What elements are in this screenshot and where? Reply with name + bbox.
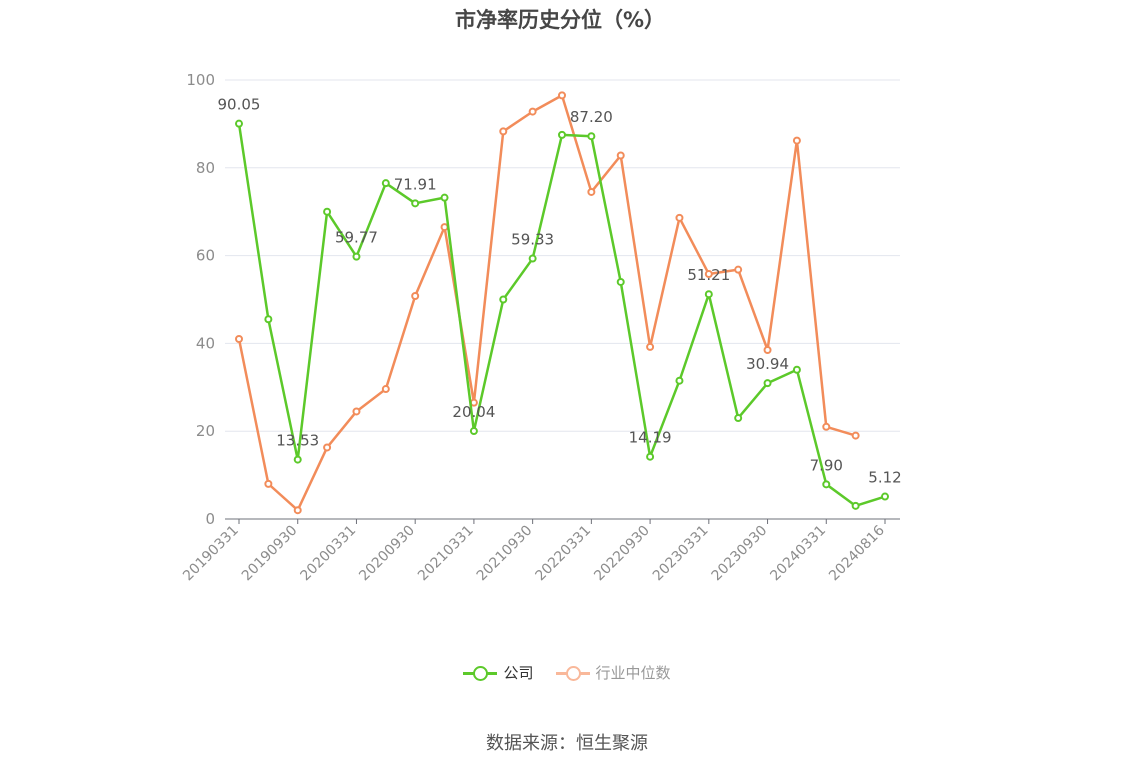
data-point-industry-20220331 [587,187,596,196]
x-tick-label-20210331: 20210331 [415,523,477,585]
data-label-20240331: 7.90 [810,456,843,474]
data-point-industry-20200331 [352,407,361,416]
data-point-company-20231231 [792,365,801,374]
data-point-company-20220630 [616,277,625,286]
y-tick-label-60: 60 [196,247,215,265]
line-chart: 0 20 40 60 80 100 2019033120190930202003312020… [180,71,902,584]
data-label-20230331: 51.21 [687,266,730,284]
data-point-company-20210630 [499,295,508,304]
x-tick-label-20240331: 20240331 [767,523,829,585]
data-label-20220930: 14.19 [629,429,672,447]
legend-item-company[interactable]: 公司 [463,662,534,683]
data-point-industry-20210630 [499,127,508,136]
data-point-industry-20190930 [293,506,302,515]
data-point-industry-20210930 [528,107,537,116]
data-point-company-20210331 [469,427,478,436]
data-point-company-20201231 [440,193,449,202]
data-point-industry-20190630 [264,479,273,488]
legend: 公司 行业中位数 [0,662,1134,683]
data-point-company-20210930 [528,254,537,263]
data-point-company-20220930 [646,452,655,461]
data-point-company-20211231 [558,130,566,139]
x-tick-label-20230930: 20230930 [709,523,771,585]
y-tick-label-20: 20 [196,422,215,440]
data-point-industry-20240630 [851,431,860,440]
data-label-20210331: 20.04 [452,403,495,421]
data-label-20190930: 13.53 [276,432,319,450]
data-point-company-20230630 [734,414,743,423]
legend-company-marker-icon [463,665,498,681]
data-point-industry-20240331 [822,422,831,431]
data-point-industry-20191231 [323,443,332,452]
data-label-20190331: 90.05 [218,96,261,114]
x-tick-label-20230331: 20230331 [650,523,712,585]
data-point-company-20191231 [323,207,332,216]
data-label-20240816: 5.12 [868,469,901,487]
data-point-company-20200630 [381,179,390,188]
x-tick-label-20220930: 20220930 [591,523,653,585]
data-point-company-20221231 [675,376,684,385]
data-point-company-20200930 [411,199,420,208]
series-line-industry [237,94,856,512]
data-label-20230930: 30.94 [746,355,789,373]
legend-industry-label: 行业中位数 [595,664,671,682]
legend-company-label: 公司 [503,664,534,682]
data-label-20220331: 87.20 [570,108,613,126]
legend-industry-marker-icon [555,665,590,681]
data-point-industry-20201231 [440,223,449,232]
data-point-industry-20221231 [675,213,684,222]
x-tick-label-20220331: 20220331 [532,523,594,585]
data-point-company-20190331 [235,119,243,128]
x-tick-label-20200930: 20200930 [356,523,418,585]
y-tick-label-100: 100 [186,71,215,89]
y-tick-label-80: 80 [196,159,215,177]
data-point-industry-20230930 [763,345,772,354]
data-point-company-20220331 [587,132,596,141]
data-point-industry-20190331 [235,335,243,344]
x-tick-label-20190930: 20190930 [239,523,301,585]
data-point-company-20190930 [293,455,302,464]
data-point-industry-20220630 [616,151,625,160]
legend-item-industry[interactable]: 行业中位数 [555,662,671,683]
y-tick-label-0: 0 [205,510,215,528]
x-tick-label-20240816: 20240816 [826,522,888,584]
gridlines [225,79,900,432]
x-tick-label-20200331: 20200331 [298,523,360,585]
axes: 0 20 40 60 80 100 2019033120190930202003312020… [180,71,900,584]
data-point-industry-20211231 [558,91,566,100]
data-point-industry-20200630 [381,385,390,394]
series-line-company [237,123,886,508]
x-tick-label-20210930: 20210930 [474,523,536,585]
data-point-industry-20230630 [734,265,743,274]
x-tick-label-20190331: 20190331 [180,523,242,585]
data-label-20210930: 59.33 [511,231,554,249]
series-lines [235,91,889,515]
y-tick-label-40: 40 [196,334,215,352]
data-point-company-20240331 [822,480,831,489]
data-point-company-20230930 [763,379,772,388]
data-source: 数据来源：恒生聚源 [486,733,648,754]
data-point-industry-20231231 [792,136,801,145]
data-labels: 90.05 13.53 59.77 71.91 20.04 59.33 87.20 14.19… [218,96,902,487]
data-point-industry-20230331 [704,270,713,279]
data-point-company-20240816 [881,492,889,501]
data-point-company-20200331 [352,252,361,261]
data-point-industry-20220930 [646,342,655,351]
data-label-20200930: 71.91 [394,175,437,193]
data-point-company-20230331 [704,290,713,299]
data-label-20200331: 59.77 [335,229,378,247]
chart-title: 市净率历史分位（%） [454,8,666,32]
data-point-company-20240630 [851,501,860,510]
data-point-company-20190630 [264,315,273,324]
data-point-industry-20200930 [411,291,420,300]
